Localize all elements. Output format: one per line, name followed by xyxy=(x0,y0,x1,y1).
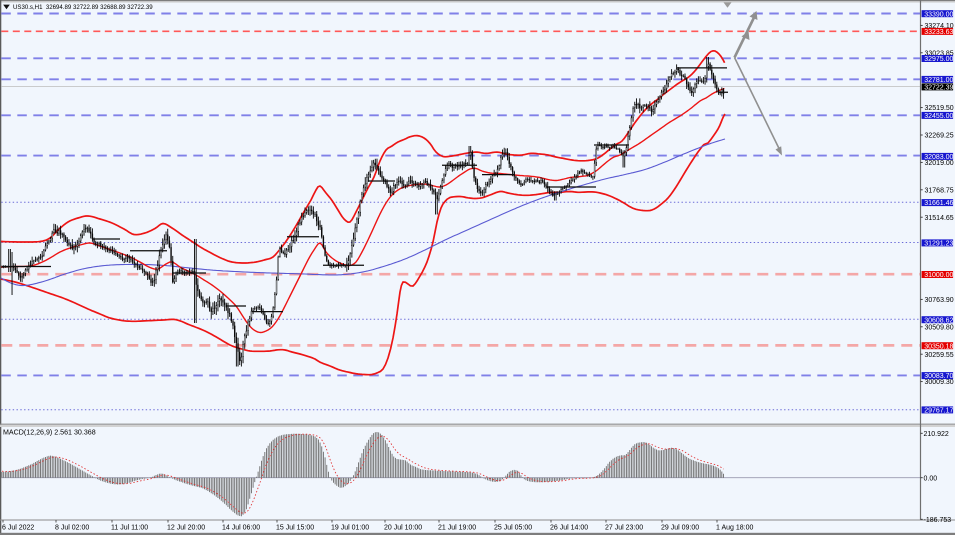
svg-text:19 Jul 01:00: 19 Jul 01:00 xyxy=(331,525,369,532)
svg-text:32975.00: 32975.00 xyxy=(924,56,953,63)
svg-text:US30.s,H1 32694.89 32722.89 3: US30.s,H1 32694.89 32722.89 32688.89 327… xyxy=(13,4,153,11)
svg-text:32083.00: 32083.00 xyxy=(924,154,953,161)
svg-text:6 Jul 2022: 6 Jul 2022 xyxy=(2,525,34,532)
svg-text:33274.10: 33274.10 xyxy=(925,23,954,30)
svg-text:30763.90: 30763.90 xyxy=(925,297,954,304)
svg-text:32519.50: 32519.50 xyxy=(925,105,954,112)
svg-text:210.922: 210.922 xyxy=(924,431,949,438)
svg-text:32455.00: 32455.00 xyxy=(924,113,953,120)
svg-text:30608.62: 30608.62 xyxy=(924,317,953,324)
svg-text:29767.17: 29767.17 xyxy=(924,408,953,415)
svg-text:21 Jul 19:00: 21 Jul 19:00 xyxy=(438,525,476,532)
svg-text:31768.75: 31768.75 xyxy=(925,187,954,194)
svg-text:11 Jul 11:00: 11 Jul 11:00 xyxy=(111,525,148,532)
svg-text:27 Jul 23:00: 27 Jul 23:00 xyxy=(605,525,643,532)
svg-text:-186.753: -186.753 xyxy=(924,517,952,524)
svg-text:32781.00: 32781.00 xyxy=(924,77,953,84)
svg-text:15 Jul 15:00: 15 Jul 15:00 xyxy=(276,525,314,532)
svg-text:30350.18: 30350.18 xyxy=(924,343,953,350)
svg-text:30259.55: 30259.55 xyxy=(925,352,954,359)
svg-text:14 Jul 06:00: 14 Jul 06:00 xyxy=(222,525,260,532)
svg-text:MACD(12,26,9) 2.561 30.368: MACD(12,26,9) 2.561 30.368 xyxy=(3,429,96,437)
svg-text:12 Jul 20:00: 12 Jul 20:00 xyxy=(167,525,205,532)
svg-text:1 Aug 18:00: 1 Aug 18:00 xyxy=(716,525,753,532)
svg-text:20 Jul 10:00: 20 Jul 10:00 xyxy=(384,525,422,532)
svg-text:31661.46: 31661.46 xyxy=(924,200,953,207)
svg-text:26 Jul 14:00: 26 Jul 14:00 xyxy=(550,525,588,532)
svg-text:31514.65: 31514.65 xyxy=(925,215,954,222)
svg-text:32269.25: 32269.25 xyxy=(925,133,954,140)
svg-text:33233.63: 33233.63 xyxy=(924,29,953,36)
svg-text:0.00: 0.00 xyxy=(924,475,938,482)
svg-text:25 Jul 05:00: 25 Jul 05:00 xyxy=(494,525,532,532)
svg-text:33023.85: 33023.85 xyxy=(925,50,954,57)
svg-text:32019.00: 32019.00 xyxy=(925,160,954,167)
svg-text:33390.00: 33390.00 xyxy=(924,11,953,18)
svg-text:31000.00: 31000.00 xyxy=(924,272,953,279)
svg-text:29 Jul 09:00: 29 Jul 09:00 xyxy=(661,525,699,532)
svg-text:31291.23: 31291.23 xyxy=(924,241,953,248)
svg-text:30083.70: 30083.70 xyxy=(924,373,953,380)
svg-text:8 Jul 02:00: 8 Jul 02:00 xyxy=(55,525,89,532)
svg-text:30009.30: 30009.30 xyxy=(925,379,954,386)
svg-text:30509.80: 30509.80 xyxy=(925,324,954,331)
svg-text:32722.39: 32722.39 xyxy=(924,85,953,92)
